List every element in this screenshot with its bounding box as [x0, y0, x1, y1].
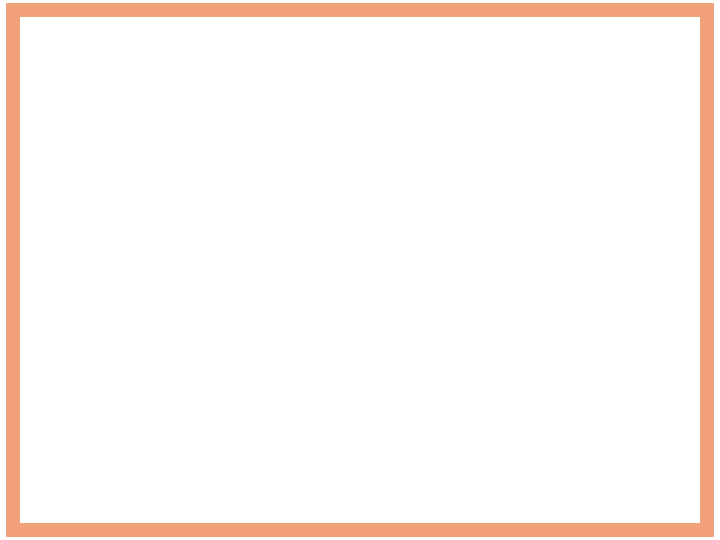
Text: is to be minimal.: is to be minimal.: [83, 330, 253, 349]
Text: O + heat: O + heat: [377, 204, 469, 223]
Text: which is economical design of media if component wastage: which is economical design of media if c…: [83, 293, 689, 312]
Text: requirements: requirements: [97, 167, 235, 186]
Text: It should be possible to calculate: It should be possible to calculate: [83, 370, 420, 389]
Text: 2: 2: [621, 161, 630, 174]
Text: ~the substrate concentration in order to produce required: ~the substrate concentration in order to…: [83, 480, 685, 499]
Text: Equation based on the stoichiometry for growth and product: Equation based on the stoichiometry for …: [83, 46, 706, 65]
Ellipse shape: [603, 464, 672, 527]
Text: ❖: ❖: [29, 370, 41, 389]
Text: product yield: product yield: [83, 517, 231, 536]
Text: formation.: formation.: [83, 83, 189, 102]
Text: This equation should be expressed in quantitative terms,: This equation should be expressed in qua…: [83, 256, 665, 275]
Text: ❖: ❖: [29, 46, 41, 65]
Text: ~the minimal quantities of nutrients which will be needed: ~the minimal quantities of nutrients whi…: [83, 407, 680, 426]
Text: ❖: ❖: [29, 256, 41, 275]
Text: 2: 2: [369, 198, 378, 211]
Text: Carbon and energy source + nitrogen source + other: Carbon and energy source + nitrogen sour…: [97, 129, 644, 147]
Text: cell biomass + products + CO: cell biomass + products + CO: [335, 167, 642, 186]
Text: + H: + H: [335, 204, 376, 223]
Text: to produce a specific amount of biomass: to produce a specific amount of biomass: [83, 443, 508, 462]
